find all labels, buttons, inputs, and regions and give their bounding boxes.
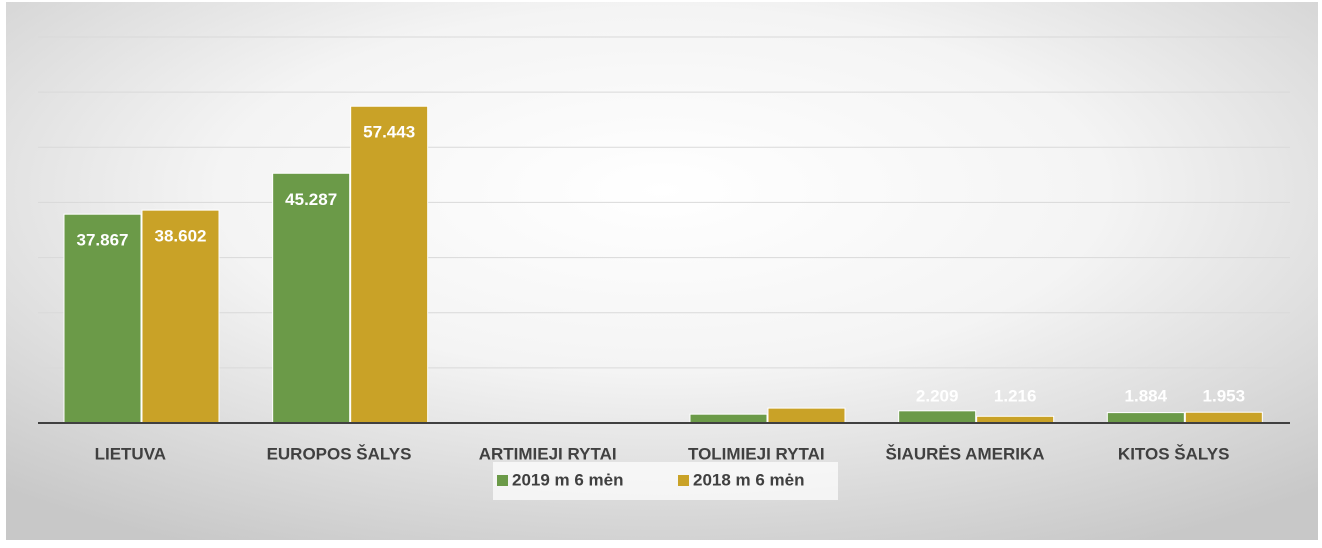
bar [350, 105, 429, 424]
data-label: 38.602 [155, 227, 207, 246]
data-label: 1.884 [1125, 386, 1168, 405]
bar [63, 213, 142, 424]
bar [272, 172, 351, 424]
x-tick-label: LIETUVA [95, 444, 166, 463]
legend-box [493, 462, 838, 500]
x-tick-label: ŠIAURĖS AMERIKA [886, 444, 1045, 463]
x-tick-label: EUROPOS ŠALYS [267, 444, 412, 463]
legend-swatch [497, 475, 508, 486]
legend-label: 2019 m 6 mėn [512, 470, 624, 489]
data-label: 57.443 [363, 123, 415, 142]
x-tick-label: ARTIMIEJI RYTAI [479, 444, 617, 463]
bar [976, 415, 1055, 424]
x-tick-label: KITOS ŠALYS [1118, 444, 1229, 463]
data-label: 37.867 [77, 231, 129, 250]
legend-swatch [678, 475, 689, 486]
bar [767, 407, 846, 424]
x-tick-label: TOLIMIEJI RYTAI [688, 444, 825, 463]
data-label: 1.953 [1203, 386, 1246, 405]
bar [1106, 412, 1185, 424]
data-label: 45.287 [285, 190, 337, 209]
data-label: 1.216 [994, 386, 1037, 405]
bar [141, 209, 220, 424]
legend-label: 2018 m 6 mėn [693, 470, 805, 489]
bar [689, 413, 768, 424]
bar [898, 410, 977, 424]
bar [1184, 411, 1263, 424]
data-label: 2.209 [916, 386, 959, 405]
